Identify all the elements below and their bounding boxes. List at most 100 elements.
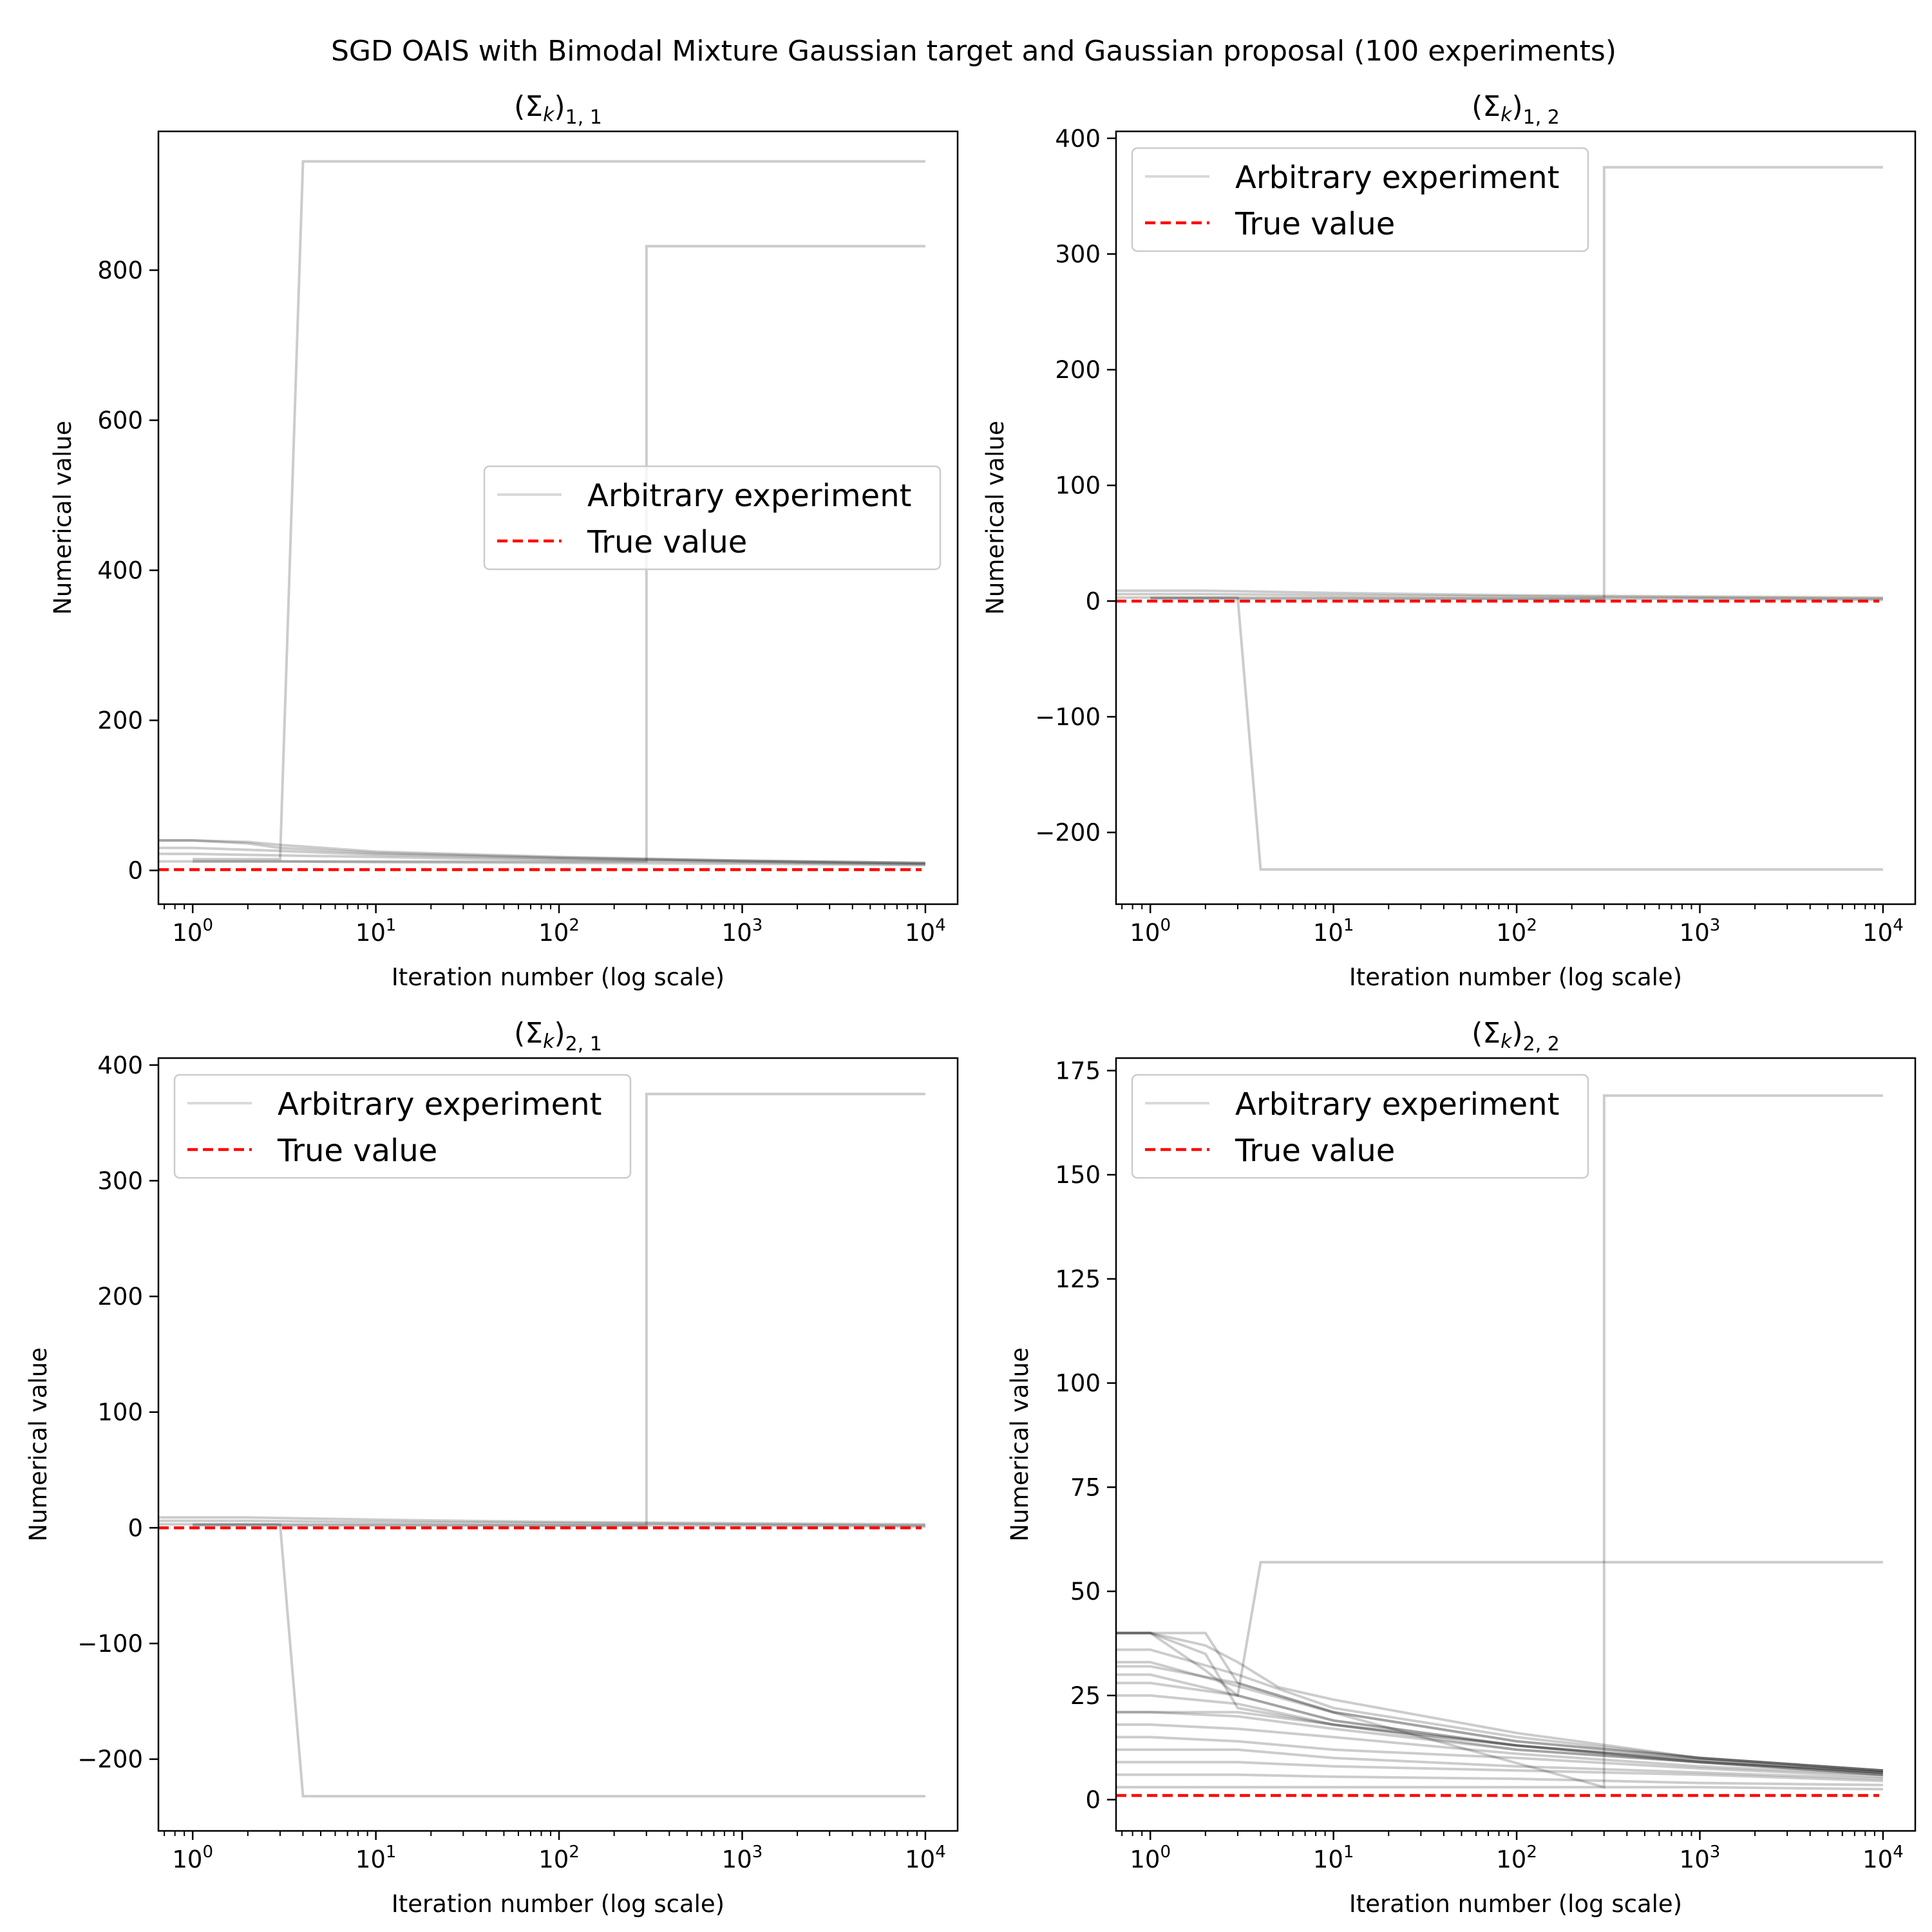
legend-box (1131, 147, 1589, 252)
y-axis-label: Numerical value (49, 421, 77, 615)
y-tick-label: 800 (97, 257, 143, 285)
experiment-line-13 (1116, 1736, 1883, 1778)
y-tick-label: 400 (97, 557, 143, 585)
x-tick-label: 103 (1680, 916, 1721, 947)
y-tick-label: 100 (97, 1399, 143, 1426)
x-tick-label: 101 (355, 1842, 397, 1873)
x-tick-label: 101 (355, 916, 397, 947)
y-tick-label: 0 (128, 1514, 143, 1542)
figure-suptitle: SGD OAIS with Bimodal Mixture Gaussian t… (331, 35, 1616, 68)
experiment-line-5 (158, 1523, 925, 1528)
experiment-line-2 (1150, 166, 1883, 600)
y-tick-label: 150 (1055, 1161, 1101, 1189)
y-tick-label: −100 (1035, 703, 1101, 731)
y-axis-label: Numerical value (24, 1347, 52, 1542)
y-tick-label: 125 (1055, 1265, 1101, 1293)
x-tick-label: 104 (905, 1842, 946, 1873)
x-tick-label: 104 (1862, 916, 1904, 947)
experiment-line-8 (1116, 1681, 1884, 1774)
axes-frame (157, 1057, 959, 1832)
legend: Arbitrary experiment True value (483, 465, 942, 571)
x-tick-label: 101 (1313, 1842, 1354, 1873)
x-tick-label: 102 (538, 1842, 580, 1873)
experiment-lines (158, 160, 925, 867)
experiment-line-2 (1116, 1560, 1883, 1698)
y-tick-label: 400 (1055, 125, 1101, 153)
experiment-line-1 (193, 160, 925, 861)
experiment-lines (1116, 1094, 1884, 1791)
subplot-3: 100 101 102 103 104 −200 −100 0 100 200 300 400 (Σk)… (24, 1017, 959, 1918)
experiment-line-1 (1150, 596, 1883, 871)
x-axis-label: Iteration number (log scale) (1349, 963, 1682, 991)
subplot-2: 100 101 102 103 104 −200 −100 0 100 200 300 400 (Σk)… (981, 90, 1917, 991)
y-tick-label: 300 (1055, 240, 1101, 268)
axes-frame (157, 130, 959, 905)
legend-box (1131, 1074, 1589, 1179)
experiment-line-3 (158, 839, 925, 864)
subplot-title: (Σk)1, 1 (514, 90, 602, 129)
y-tick-label: 50 (1070, 1578, 1101, 1605)
subplot-title: (Σk)1, 2 (1472, 90, 1560, 129)
x-tick-label: 100 (1130, 916, 1171, 947)
legend-box (173, 1074, 632, 1179)
legend-label: Arbitrary experiment (1235, 160, 1559, 196)
legend: Arbitrary experiment True value (173, 1074, 632, 1179)
experiment-line-5 (1116, 1631, 1884, 1774)
axes-frame (1115, 130, 1917, 905)
x-tick-label: 102 (538, 916, 580, 947)
experiment-line-5 (158, 852, 925, 866)
x-tick-label: 101 (1313, 916, 1354, 947)
experiment-line-4 (158, 1519, 925, 1527)
experiment-line-1 (1116, 1094, 1883, 1789)
legend-label: True value (277, 1133, 437, 1169)
experiment-line-3 (1116, 1631, 1884, 1774)
experiment-line-4 (1116, 592, 1883, 600)
experiment-line-6 (1116, 1648, 1884, 1772)
y-tick-label: 0 (128, 857, 143, 885)
y-tick-label: 100 (1055, 472, 1101, 500)
y-tick-label: 0 (1085, 1786, 1101, 1814)
experiment-line-11 (1116, 1710, 1884, 1776)
x-tick-label: 104 (905, 916, 946, 947)
axes-frame (1115, 1057, 1917, 1832)
legend-label: Arbitrary experiment (587, 478, 911, 514)
experiment-line-12 (1116, 1723, 1883, 1776)
experiment-lines (1116, 166, 1883, 871)
experiment-line-7 (1116, 1665, 1884, 1772)
subplot-title: (Σk)2, 1 (514, 1017, 602, 1056)
experiment-line-4 (158, 846, 925, 866)
experiment-line-1 (193, 1523, 925, 1798)
x-tick-label: 102 (1496, 916, 1537, 947)
y-axis-label: Numerical value (1006, 1347, 1034, 1542)
subplot-4: 100 101 102 103 104 0 25 50 75 100 125 150 175 (Σk)2,… (1006, 1017, 1917, 1918)
experiment-line-9 (1116, 1694, 1884, 1776)
subplot-1: 100 101 102 103 104 0 200 400 600 800 (Σk)1, 1 Iter… (49, 90, 959, 991)
legend-label: True value (1235, 1133, 1395, 1169)
y-tick-label: 600 (97, 407, 143, 435)
experiment-line-16 (1116, 1773, 1883, 1786)
y-tick-label: 0 (1085, 587, 1101, 615)
x-axis-label: Iteration number (log scale) (1349, 1890, 1682, 1918)
x-axis-label: Iteration number (log scale) (392, 963, 724, 991)
legend-label: Arbitrary experiment (278, 1086, 601, 1122)
y-tick-label: 200 (1055, 356, 1101, 384)
experiment-line-18 (1116, 1631, 1884, 1772)
subplot-grid: 100 101 102 103 104 0 200 400 600 800 (Σk)1, 1 Iter… (24, 90, 1917, 1918)
experiment-line-5 (1116, 596, 1883, 601)
legend-label: True value (1235, 206, 1395, 242)
y-tick-label: 100 (1055, 1370, 1101, 1397)
legend: Arbitrary experiment True value (1131, 147, 1589, 252)
y-tick-label: 200 (97, 1283, 143, 1311)
experiment-line-15 (1116, 1761, 1883, 1783)
x-tick-label: 103 (722, 916, 763, 947)
y-tick-label: 75 (1070, 1473, 1101, 1501)
y-tick-label: 400 (97, 1052, 143, 1079)
y-tick-label: −200 (1035, 819, 1101, 847)
x-tick-label: 104 (1862, 1842, 1904, 1873)
legend-label: Arbitrary experiment (1235, 1086, 1559, 1122)
x-axis-label: Iteration number (log scale) (392, 1890, 724, 1918)
experiment-lines (158, 1092, 925, 1798)
experiment-line-2 (193, 1092, 925, 1527)
legend-label: True value (587, 524, 747, 560)
